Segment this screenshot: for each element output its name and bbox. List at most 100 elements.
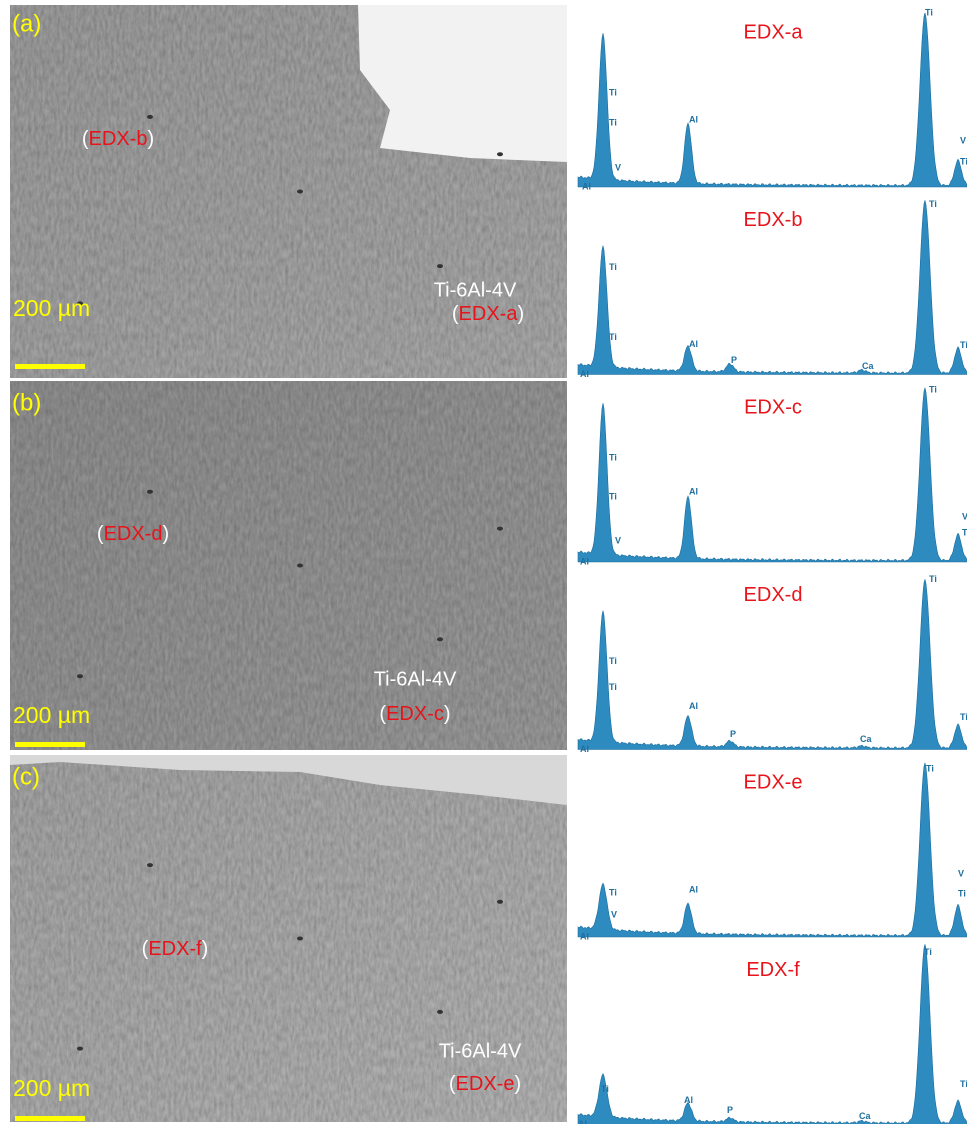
peak-label: Al bbox=[689, 114, 698, 124]
bracket: ) bbox=[514, 1073, 521, 1095]
pore bbox=[497, 900, 503, 904]
pore bbox=[297, 564, 303, 568]
pore bbox=[297, 190, 303, 194]
peak-label: Ti bbox=[960, 712, 967, 722]
pore bbox=[437, 264, 443, 268]
peak-label: Ca bbox=[859, 1111, 871, 1121]
peak-label: Ca bbox=[860, 734, 872, 744]
peak-label: Al bbox=[689, 486, 698, 496]
peak-label: Ti bbox=[609, 332, 617, 342]
bracket: ) bbox=[147, 128, 154, 150]
pore bbox=[77, 674, 83, 678]
peak-label: Ti bbox=[609, 887, 617, 897]
pore bbox=[147, 115, 153, 119]
peak-label: Al bbox=[580, 556, 589, 566]
spot-label: (EDX-d) bbox=[97, 523, 169, 545]
peak-label: Al bbox=[689, 884, 698, 894]
peak-label: Ti bbox=[929, 384, 937, 394]
peak-label: Ti bbox=[601, 1084, 609, 1094]
peak-label: Ti bbox=[609, 491, 617, 501]
material-label: Ti-6Al-4V bbox=[434, 279, 517, 301]
pore bbox=[497, 527, 503, 531]
scale-bar-label: 200 µm bbox=[13, 1075, 90, 1101]
pore bbox=[437, 1010, 443, 1014]
scale-bar bbox=[15, 742, 85, 747]
peak-label: Ti bbox=[958, 888, 966, 898]
peak-label: Ti bbox=[960, 1079, 967, 1089]
peak-label: Ti bbox=[609, 87, 617, 97]
peak-label: Al bbox=[580, 931, 589, 941]
spot-name: EDX-c bbox=[386, 703, 444, 725]
spectrum-title: EDX-b bbox=[744, 209, 803, 231]
peak-label: V bbox=[962, 511, 967, 521]
peak-label: Al bbox=[582, 181, 591, 191]
figure: (a)(EDX-b)Ti-6Al-4V(EDX-a)200 µm(b)(EDX-… bbox=[0, 0, 967, 1124]
peak-label: P bbox=[727, 1105, 733, 1115]
spot-label: (EDX-f) bbox=[142, 938, 209, 960]
panel-label: (b) bbox=[12, 389, 41, 416]
peak-label: P bbox=[731, 355, 737, 365]
peak-label: V bbox=[960, 135, 966, 145]
material-label: Ti-6Al-4V bbox=[439, 1040, 522, 1062]
spot-label: (EDX-c) bbox=[379, 703, 450, 725]
pore bbox=[77, 1047, 83, 1051]
peak-label: Ti bbox=[925, 7, 933, 17]
sem-image bbox=[10, 381, 567, 750]
pore bbox=[297, 937, 303, 941]
spectrum-title: EDX-a bbox=[744, 21, 804, 43]
spot-name: EDX-e bbox=[456, 1073, 515, 1095]
peak-label: Al bbox=[578, 1119, 587, 1124]
pore bbox=[437, 637, 443, 641]
peak-label: Ca bbox=[862, 361, 874, 371]
material-label: Ti-6Al-4V bbox=[374, 668, 457, 690]
peak-label: Al bbox=[689, 339, 698, 349]
spot-name: EDX-a bbox=[459, 303, 519, 325]
peak-label: Ti bbox=[609, 452, 617, 462]
bracket: ) bbox=[162, 523, 169, 545]
peak-label: P bbox=[730, 729, 736, 739]
spectrum-title: EDX-d bbox=[744, 584, 803, 606]
peak-label: Al bbox=[689, 701, 698, 711]
peak-label: Al bbox=[684, 1095, 693, 1105]
pore bbox=[147, 863, 153, 867]
peak-label: Al bbox=[580, 369, 589, 379]
scale-bar bbox=[15, 1116, 85, 1121]
spot-name: EDX-d bbox=[104, 523, 163, 545]
panel-label: (a) bbox=[12, 10, 41, 37]
sem-image bbox=[10, 755, 567, 1122]
peak-label: V bbox=[615, 162, 621, 172]
bracket: ) bbox=[517, 303, 524, 325]
spot-name: EDX-f bbox=[148, 938, 202, 960]
spot-label: (EDX-b) bbox=[82, 128, 154, 150]
fracture-region bbox=[358, 5, 567, 162]
peak-label: Ti bbox=[609, 656, 617, 666]
peak-label: Ti bbox=[929, 199, 937, 209]
spot-label: (EDX-e) bbox=[449, 1073, 521, 1095]
peak-label: Ti bbox=[609, 117, 617, 127]
peak-label: V bbox=[611, 909, 617, 919]
spot-name: EDX-b bbox=[89, 128, 148, 150]
panel-label: (c) bbox=[12, 763, 40, 790]
peak-label: Ti bbox=[960, 156, 967, 166]
peak-label: V bbox=[958, 868, 964, 878]
spectrum-title: EDX-f bbox=[746, 959, 800, 981]
spectrum-title: EDX-c bbox=[744, 396, 802, 418]
peak-label: Ti bbox=[609, 682, 617, 692]
peak-label: Ti bbox=[929, 574, 937, 584]
spectrum-title: EDX-e bbox=[744, 771, 803, 793]
scale-bar-label: 200 µm bbox=[13, 295, 90, 321]
peak-label: Ti bbox=[926, 763, 934, 773]
peak-label: Ti bbox=[609, 262, 617, 272]
pore bbox=[147, 490, 153, 494]
scale-bar bbox=[15, 364, 85, 369]
bracket: ) bbox=[444, 703, 451, 725]
spot-label: (EDX-a) bbox=[452, 303, 524, 325]
peak-label: Ti bbox=[960, 340, 967, 350]
peak-label: Ti bbox=[962, 527, 967, 537]
pore bbox=[497, 152, 503, 156]
peak-label: Ti bbox=[924, 947, 932, 957]
peak-label: V bbox=[615, 535, 621, 545]
peak-label: Al bbox=[580, 744, 589, 754]
bracket: ) bbox=[202, 938, 209, 960]
scale-bar-label: 200 µm bbox=[13, 702, 90, 728]
